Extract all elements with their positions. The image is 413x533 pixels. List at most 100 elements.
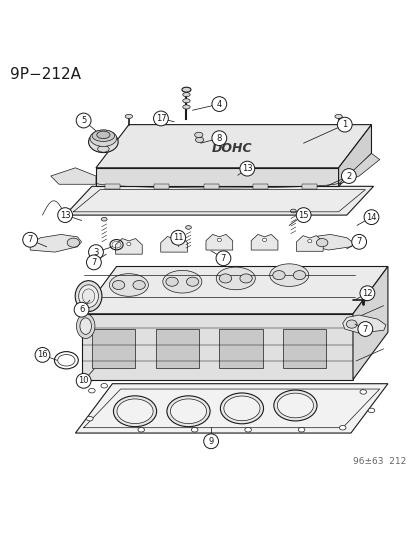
Circle shape [337,117,351,132]
Circle shape [35,348,50,362]
Polygon shape [282,329,325,368]
Circle shape [88,245,103,260]
Ellipse shape [277,393,313,418]
Polygon shape [75,384,387,433]
Ellipse shape [76,314,95,338]
Ellipse shape [339,425,345,430]
Polygon shape [203,184,218,189]
Circle shape [363,210,378,224]
Ellipse shape [182,105,190,109]
Circle shape [23,232,38,247]
Ellipse shape [112,280,124,289]
Ellipse shape [172,240,176,244]
Ellipse shape [92,362,101,370]
Circle shape [216,251,230,265]
Circle shape [211,96,226,111]
Text: 9P−212A: 9P−212A [9,67,81,82]
Ellipse shape [334,115,342,118]
Text: 96±63  212: 96±63 212 [352,457,406,466]
Polygon shape [355,305,383,318]
Circle shape [351,235,366,249]
Ellipse shape [113,396,156,427]
Text: 15: 15 [298,211,308,220]
Text: 2: 2 [345,172,351,181]
Polygon shape [115,239,142,254]
Polygon shape [51,168,96,184]
Ellipse shape [194,132,202,138]
Ellipse shape [97,131,110,139]
Text: 1: 1 [341,120,347,129]
Circle shape [76,113,91,128]
Circle shape [153,111,168,126]
Circle shape [341,168,356,183]
Text: 7: 7 [356,237,361,246]
Text: 10: 10 [78,376,89,385]
Ellipse shape [75,281,102,311]
Ellipse shape [133,280,145,289]
Polygon shape [313,235,354,250]
Ellipse shape [185,225,191,229]
Polygon shape [219,329,262,368]
Ellipse shape [97,146,109,152]
Circle shape [74,302,89,317]
Ellipse shape [244,168,250,172]
Ellipse shape [307,239,311,243]
Polygon shape [301,184,316,189]
Text: 13: 13 [59,211,70,220]
Ellipse shape [216,267,255,290]
Text: 12: 12 [361,289,372,298]
Polygon shape [92,329,135,368]
Ellipse shape [182,99,190,103]
Circle shape [76,374,91,388]
Polygon shape [154,184,169,189]
Ellipse shape [272,271,285,280]
Text: 8: 8 [216,134,221,143]
Circle shape [211,131,226,146]
Ellipse shape [293,271,305,280]
Ellipse shape [223,396,259,421]
Polygon shape [355,349,383,361]
Circle shape [239,161,254,176]
Ellipse shape [191,427,197,432]
Circle shape [86,255,101,270]
Text: 11: 11 [173,233,183,242]
Ellipse shape [67,238,79,247]
Circle shape [57,208,72,222]
Text: 7: 7 [362,325,367,334]
Text: 7: 7 [27,235,33,244]
Ellipse shape [195,137,203,142]
Polygon shape [81,266,387,314]
Text: DOHC: DOHC [211,142,252,155]
Circle shape [296,208,310,222]
Ellipse shape [219,274,231,283]
Polygon shape [155,329,198,368]
Text: 17: 17 [155,114,166,123]
Polygon shape [30,235,81,252]
Ellipse shape [82,289,95,303]
Polygon shape [252,184,267,189]
Ellipse shape [86,416,93,421]
Ellipse shape [367,408,374,413]
Ellipse shape [182,93,190,96]
Ellipse shape [78,285,98,308]
Ellipse shape [92,130,114,141]
Ellipse shape [101,217,107,221]
Polygon shape [65,187,373,215]
Text: 5: 5 [81,116,86,125]
Ellipse shape [290,209,296,213]
Polygon shape [342,315,385,333]
Ellipse shape [170,399,206,424]
Ellipse shape [162,270,202,293]
Ellipse shape [125,115,132,118]
Ellipse shape [220,393,263,424]
Ellipse shape [90,130,116,147]
Ellipse shape [166,277,178,286]
Polygon shape [81,314,352,379]
Ellipse shape [262,238,266,241]
Text: 3: 3 [93,248,98,256]
Ellipse shape [88,131,118,152]
Ellipse shape [269,264,308,286]
Text: 7: 7 [91,258,96,267]
Polygon shape [338,154,379,184]
Circle shape [359,286,374,301]
